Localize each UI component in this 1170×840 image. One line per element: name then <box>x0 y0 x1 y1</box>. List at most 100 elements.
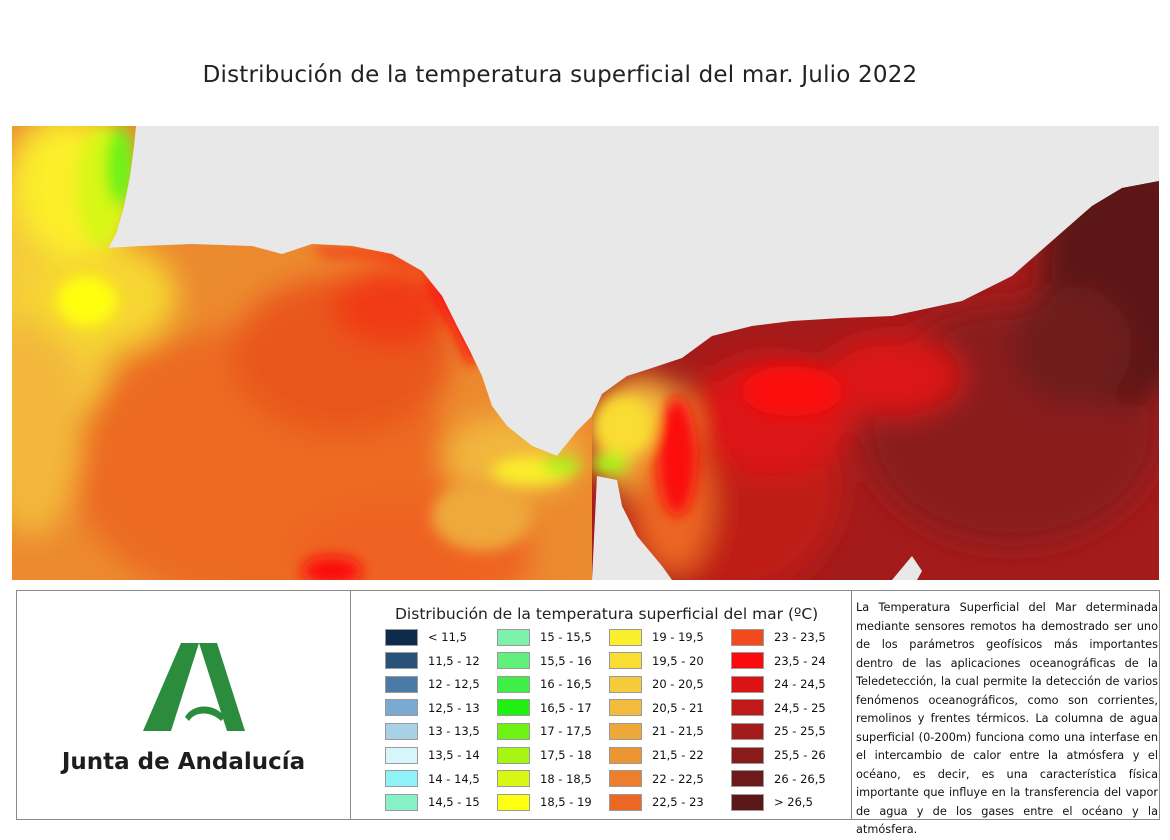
legend-item: 19,5 - 20 <box>609 651 704 671</box>
junta-logo-icon <box>143 643 245 731</box>
legend-swatch <box>385 793 418 811</box>
legend-label: 12,5 - 13 <box>428 700 480 715</box>
legend-swatch <box>731 746 764 764</box>
legend-item: 18,5 - 19 <box>497 792 592 812</box>
legend-label: 18 - 18,5 <box>540 771 592 786</box>
legend-item: > 26,5 <box>731 792 813 812</box>
map-title: Distribución de la temperatura superfici… <box>202 62 918 88</box>
morocco-coast <box>592 476 672 580</box>
legend-label: 11,5 - 12 <box>428 653 480 668</box>
legend-item: 18 - 18,5 <box>497 769 592 789</box>
legend-label: 17,5 - 18 <box>540 748 592 762</box>
legend-label: 13,5 - 14 <box>428 748 480 762</box>
legend-swatch <box>385 675 418 693</box>
legend-swatch <box>497 699 530 717</box>
legend-swatch <box>609 675 642 693</box>
legend-swatch <box>731 652 764 670</box>
legend-label: 20 - 20,5 <box>652 677 704 692</box>
legend-swatch <box>731 675 764 693</box>
legend-swatch <box>497 746 530 764</box>
legend-item: 14,5 - 15 <box>385 792 480 812</box>
legend-swatch <box>609 628 642 646</box>
legend-swatch <box>731 770 764 788</box>
legend-label: 12 - 12,5 <box>428 677 480 692</box>
legend-item: 20,5 - 21 <box>609 698 704 718</box>
legend-swatch <box>609 770 642 788</box>
legend-label: > 26,5 <box>774 795 813 810</box>
legend-swatch <box>385 722 418 740</box>
legend-item: 13 - 13,5 <box>385 721 480 741</box>
legend-item: 12 - 12,5 <box>385 674 480 694</box>
legend-item: 15,5 - 16 <box>497 651 592 671</box>
legend-swatch <box>609 722 642 740</box>
legend-label: 25,5 - 26 <box>774 748 826 762</box>
legend-label: 22,5 - 23 <box>652 795 704 810</box>
legend-title: Distribución de la temperatura superfici… <box>395 605 819 623</box>
logo-area: Junta de Andalucía <box>17 591 351 819</box>
legend-label: 26 - 26,5 <box>774 771 826 786</box>
legend-swatch <box>497 675 530 693</box>
legend-swatch <box>609 699 642 717</box>
legend-label: 13 - 13,5 <box>428 724 480 739</box>
legend-label: 17 - 17,5 <box>540 724 592 739</box>
legend-label: 19 - 19,5 <box>652 630 704 644</box>
legend-swatch <box>609 793 642 811</box>
legend-item: 17,5 - 18 <box>497 745 592 765</box>
legend-swatch <box>497 628 530 646</box>
legend-label: 15,5 - 16 <box>540 653 592 668</box>
legend-item: 21,5 - 22 <box>609 745 704 765</box>
legend-item: 13,5 - 14 <box>385 745 480 765</box>
legend-item: 22 - 22,5 <box>609 769 704 789</box>
legend-item: 11,5 - 12 <box>385 651 480 671</box>
legend-swatch <box>385 770 418 788</box>
legend-swatch <box>497 770 530 788</box>
legend-item: 25,5 - 26 <box>731 745 826 765</box>
description-text: La Temperatura Superficial del Mar deter… <box>856 601 1158 836</box>
legend-swatch <box>731 722 764 740</box>
legend-item: 21 - 21,5 <box>609 721 704 741</box>
legend-swatch <box>385 652 418 670</box>
legend-item: 24,5 - 25 <box>731 698 826 718</box>
legend-label: 25 - 25,5 <box>774 724 826 739</box>
legend-label: 14,5 - 15 <box>428 795 480 810</box>
legend-swatch <box>497 722 530 740</box>
legend-item: 16 - 16,5 <box>497 674 592 694</box>
legend-item: < 11,5 <box>385 627 467 647</box>
legend-item: 26 - 26,5 <box>731 769 826 789</box>
legend-swatch <box>731 699 764 717</box>
legend-label: 21 - 21,5 <box>652 724 704 739</box>
legend-label: 20,5 - 21 <box>652 700 704 715</box>
legend-swatch <box>609 652 642 670</box>
legend-label: 23 - 23,5 <box>774 630 826 644</box>
legend-item: 19 - 19,5 <box>609 627 704 647</box>
sea-temperature-map <box>12 126 1159 580</box>
legend-item: 23,5 - 24 <box>731 651 826 671</box>
legend-label: 18,5 - 19 <box>540 795 592 810</box>
legend-item: 16,5 - 17 <box>497 698 592 718</box>
legend-item: 20 - 20,5 <box>609 674 704 694</box>
legend-item: 15 - 15,5 <box>497 627 592 647</box>
legend-swatch <box>609 746 642 764</box>
legend-item: 17 - 17,5 <box>497 721 592 741</box>
legend-swatch <box>497 793 530 811</box>
legend-item: 22,5 - 23 <box>609 792 704 812</box>
legend-label: 23,5 - 24 <box>774 653 826 668</box>
legend-label: < 11,5 <box>428 630 467 644</box>
legend-swatch <box>731 793 764 811</box>
legend-swatch <box>385 699 418 717</box>
info-panel: Junta de Andalucía Distribución de la te… <box>16 590 1160 836</box>
legend-label: 22 - 22,5 <box>652 771 704 786</box>
legend-label: 16,5 - 17 <box>540 700 592 715</box>
legend-swatch <box>731 628 764 646</box>
map-raster <box>12 126 1159 580</box>
description-area: La Temperatura Superficial del Mar deter… <box>852 591 1159 836</box>
legend: Distribución de la temperatura superfici… <box>351 591 852 819</box>
legend-swatch <box>385 628 418 646</box>
legend-item: 25 - 25,5 <box>731 721 826 741</box>
legend-item: 14 - 14,5 <box>385 769 480 789</box>
legend-label: 24,5 - 25 <box>774 700 826 715</box>
legend-label: 15 - 15,5 <box>540 630 592 644</box>
legend-label: 21,5 - 22 <box>652 748 704 762</box>
legend-label: 24 - 24,5 <box>774 677 826 692</box>
legend-item: 24 - 24,5 <box>731 674 826 694</box>
